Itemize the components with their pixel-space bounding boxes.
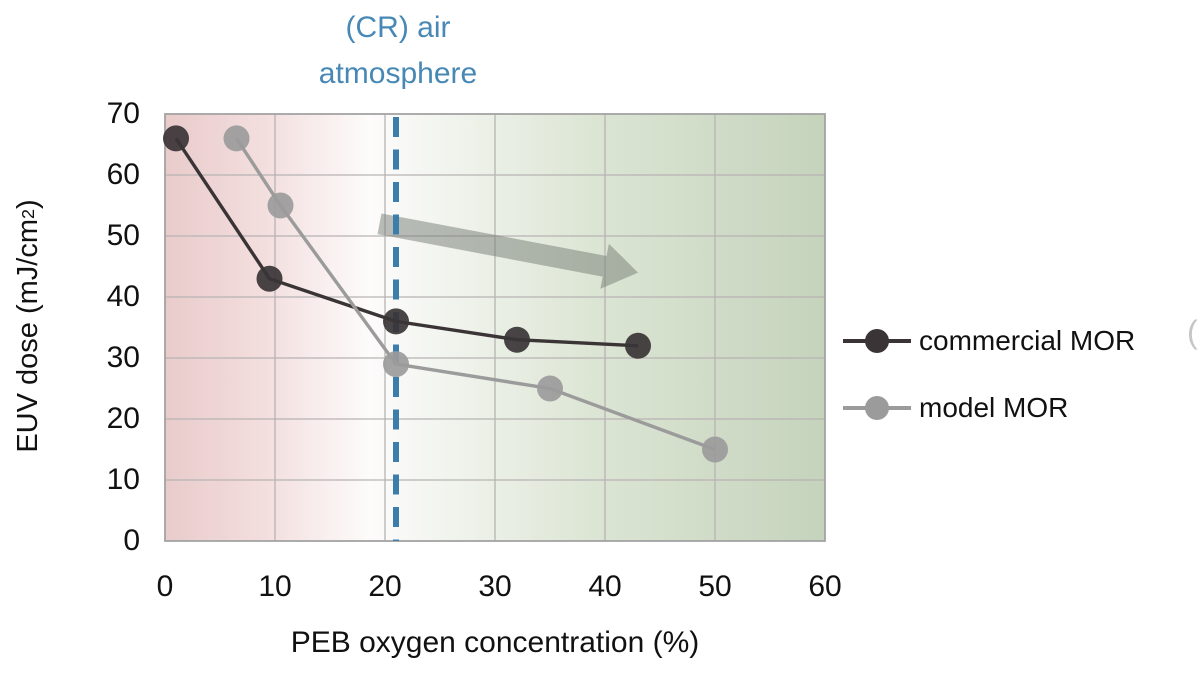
vline-annotation-line2: atmosphere bbox=[318, 57, 478, 90]
y-tick-label: 30 bbox=[106, 341, 140, 374]
x-tick-label: 20 bbox=[368, 570, 402, 603]
y-tick-label: 60 bbox=[106, 158, 140, 191]
trend-arrow-shaft bbox=[377, 213, 607, 277]
y-tick-label: 40 bbox=[106, 280, 140, 313]
data-point bbox=[256, 265, 283, 292]
x-tick-label: 10 bbox=[258, 570, 292, 603]
y-tick-label: 70 bbox=[106, 97, 140, 130]
legend-item-model-mor: model MOR bbox=[843, 386, 1135, 430]
data-point bbox=[383, 308, 409, 335]
y-tick-label: 20 bbox=[106, 402, 140, 435]
data-point bbox=[537, 375, 563, 402]
x-axis-title: PEB oxygen concentration (%) bbox=[290, 626, 700, 659]
vline-annotation-label: (CR) air atmosphere bbox=[319, 5, 477, 97]
x-tick-label: 0 bbox=[156, 570, 174, 603]
x-tick-label: 40 bbox=[588, 570, 622, 603]
data-point bbox=[625, 332, 651, 359]
x-tick-label: 60 bbox=[808, 570, 842, 603]
legend-marker-commercial-icon bbox=[843, 327, 911, 355]
vline-annotation-line1: (CR) air bbox=[345, 11, 451, 44]
data-point bbox=[504, 326, 530, 353]
y-tick-label: 50 bbox=[106, 219, 140, 252]
x-tick-label: 50 bbox=[698, 570, 732, 603]
data-point bbox=[223, 125, 250, 152]
legend-cutoff-text: ( bbox=[1187, 314, 1198, 350]
data-point bbox=[163, 125, 189, 152]
data-point bbox=[267, 192, 294, 219]
legend: commercial MOR model MOR bbox=[843, 319, 1135, 430]
legend-label-model: model MOR bbox=[919, 392, 1069, 423]
x-tick-label: 30 bbox=[478, 570, 512, 603]
data-point bbox=[383, 351, 409, 378]
legend-marker-model-icon bbox=[843, 394, 911, 422]
trend-arrow-head bbox=[600, 243, 638, 289]
y-tick-label: 0 bbox=[123, 524, 140, 557]
y-tick-label: 10 bbox=[106, 463, 140, 496]
data-point bbox=[702, 436, 728, 463]
legend-label-commercial: commercial MOR bbox=[919, 325, 1136, 356]
legend-item-commercial-mor: commercial MOR bbox=[843, 319, 1135, 363]
